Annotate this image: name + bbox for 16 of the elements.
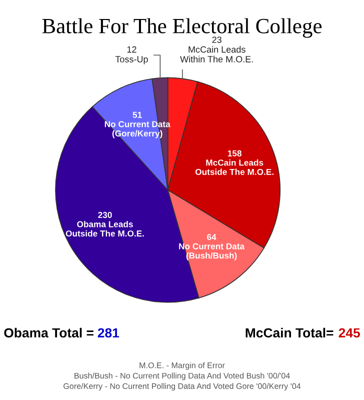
text: McCain Total= 245 — [246, 328, 360, 338]
chart-title: Battle For The Electoral College — [42, 18, 322, 38]
slice-label: McCain Leads Outside The M.O.E. — [195, 159, 274, 175]
text: Obama Total = 281 — [4, 328, 120, 338]
data-label: 64 — [207, 234, 216, 240]
slice-label: McCain Leads Within The M.O.E. — [180, 46, 253, 62]
slice-label: Obama Leads Outside The M.O.E. — [66, 220, 144, 237]
text: M.O.E. - Margin of Error — [140, 362, 225, 370]
text: Bush/Bush - No Current Polling Data And Voted Bush '00/'04 — [74, 372, 290, 380]
data-label: 23 — [212, 36, 222, 43]
data-label: 12 — [127, 46, 136, 53]
slice-label: Toss-Up — [115, 56, 148, 64]
text: Gore/Kerry - No Current Polling Data And Voted Gore '00/Kerry '04 — [64, 383, 301, 391]
data-label: 51 — [132, 112, 142, 118]
data-label: 230 — [98, 212, 112, 218]
data-label: 158 — [228, 150, 242, 156]
